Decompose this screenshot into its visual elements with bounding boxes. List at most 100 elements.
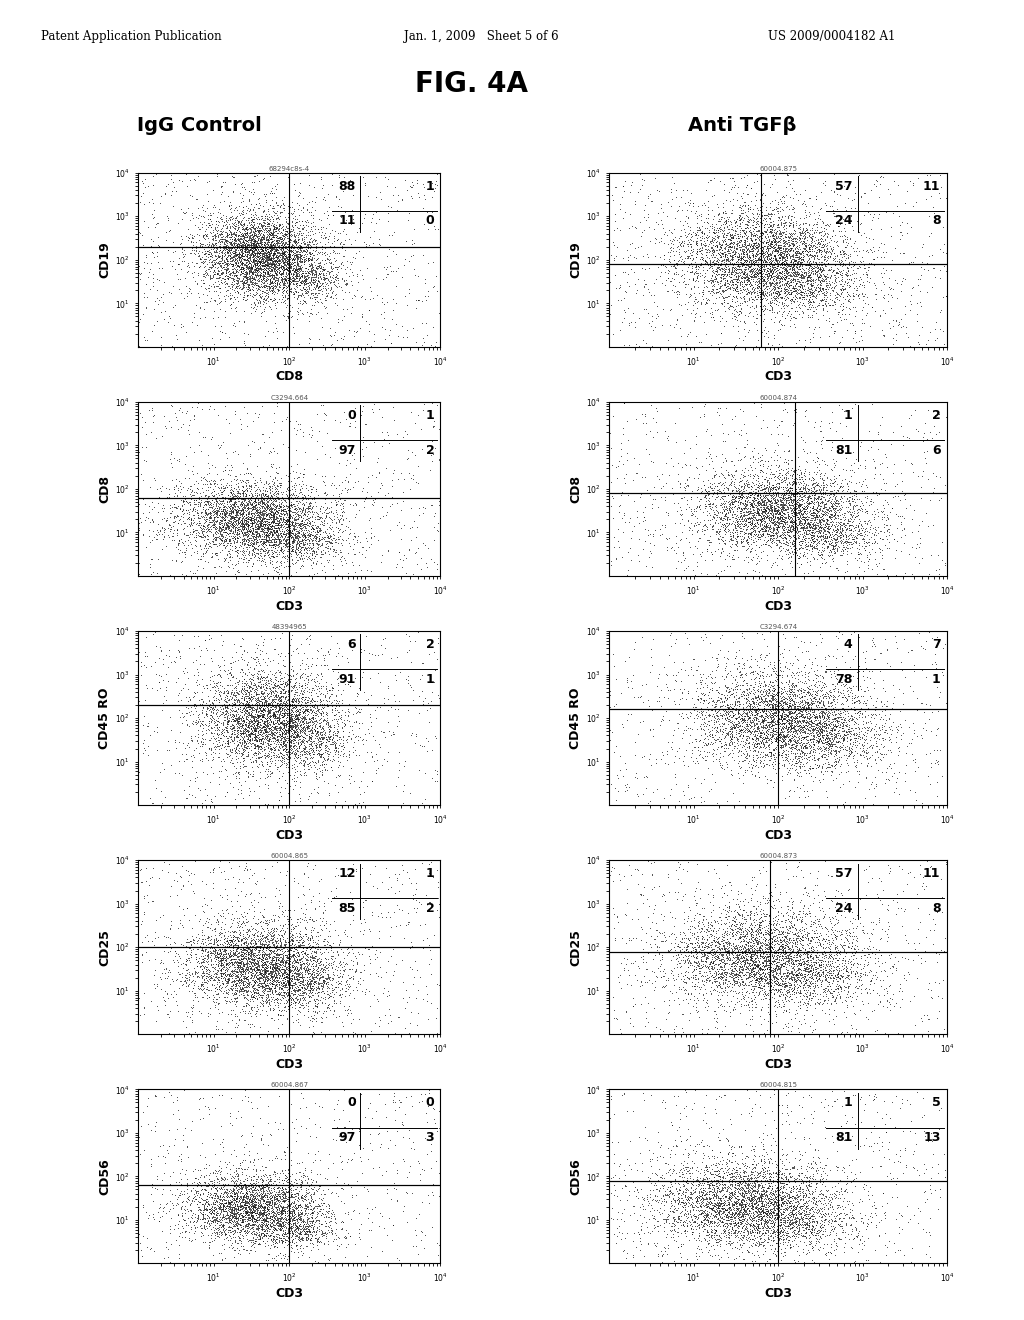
Point — [700, 1216, 717, 1237]
Point — [751, 1221, 767, 1242]
Point — [688, 265, 705, 286]
Point — [232, 743, 249, 764]
Point — [753, 643, 769, 664]
Point — [702, 240, 719, 261]
Point — [783, 449, 800, 470]
Point — [773, 1193, 790, 1214]
Point — [801, 941, 817, 962]
Point — [753, 238, 769, 259]
Point — [799, 506, 815, 527]
Point — [730, 269, 746, 290]
Point — [331, 755, 347, 776]
Point — [256, 686, 272, 708]
Point — [767, 277, 783, 298]
Point — [254, 925, 270, 946]
Point — [214, 647, 230, 668]
Point — [734, 725, 751, 746]
Point — [795, 1193, 811, 1214]
Point — [812, 513, 828, 535]
Point — [782, 714, 799, 735]
Point — [810, 726, 826, 747]
Point — [823, 432, 840, 453]
Point — [822, 475, 839, 496]
Point — [844, 682, 860, 704]
Point — [215, 486, 231, 507]
Point — [182, 697, 199, 718]
Point — [749, 511, 765, 532]
Point — [736, 223, 753, 244]
Point — [728, 972, 744, 993]
Point — [798, 995, 814, 1016]
Point — [823, 488, 840, 510]
Point — [241, 942, 257, 964]
Point — [208, 675, 224, 696]
Point — [250, 722, 266, 743]
Point — [769, 516, 785, 537]
Point — [254, 1173, 270, 1195]
Point — [321, 197, 337, 218]
Point — [267, 709, 284, 730]
Point — [717, 1199, 733, 1220]
Point — [203, 627, 219, 648]
Point — [764, 226, 780, 247]
Point — [257, 543, 273, 564]
Point — [223, 949, 240, 970]
Point — [237, 269, 253, 290]
Point — [365, 490, 381, 511]
Point — [182, 223, 199, 244]
Point — [696, 685, 713, 706]
Point — [225, 1204, 242, 1225]
Point — [313, 169, 330, 190]
Point — [766, 276, 782, 297]
Point — [783, 251, 800, 272]
Point — [694, 682, 711, 704]
Point — [775, 1221, 792, 1242]
Point — [768, 726, 784, 747]
Point — [290, 964, 306, 985]
Point — [366, 331, 382, 352]
Point — [731, 236, 748, 257]
Point — [679, 948, 695, 969]
Point — [821, 932, 838, 953]
Point — [231, 1208, 248, 1229]
Point — [302, 714, 318, 735]
Point — [691, 240, 708, 261]
Point — [318, 998, 335, 1019]
Point — [318, 748, 335, 770]
Point — [723, 168, 739, 189]
Point — [188, 520, 205, 541]
Point — [706, 925, 722, 946]
Point — [215, 962, 231, 983]
Point — [323, 999, 339, 1020]
Point — [654, 709, 671, 730]
Point — [827, 986, 844, 1007]
Point — [425, 251, 441, 272]
Point — [869, 727, 886, 748]
Point — [888, 330, 904, 351]
Point — [649, 676, 666, 697]
Point — [880, 519, 896, 540]
Point — [683, 480, 699, 502]
Point — [744, 710, 761, 731]
Point — [269, 700, 286, 721]
Point — [207, 1228, 223, 1249]
Point — [756, 498, 772, 519]
Point — [236, 506, 252, 527]
Point — [810, 700, 826, 721]
Point — [183, 205, 200, 226]
Point — [787, 273, 804, 294]
Point — [756, 946, 772, 968]
Point — [306, 491, 323, 512]
Point — [697, 734, 714, 755]
Point — [302, 228, 318, 249]
Point — [270, 731, 287, 752]
Point — [774, 923, 791, 944]
Point — [794, 1097, 810, 1118]
Point — [824, 689, 841, 710]
Point — [279, 1249, 295, 1270]
Point — [787, 504, 804, 525]
Point — [271, 496, 288, 517]
Point — [771, 937, 787, 958]
Point — [163, 519, 179, 540]
Point — [252, 1200, 268, 1221]
